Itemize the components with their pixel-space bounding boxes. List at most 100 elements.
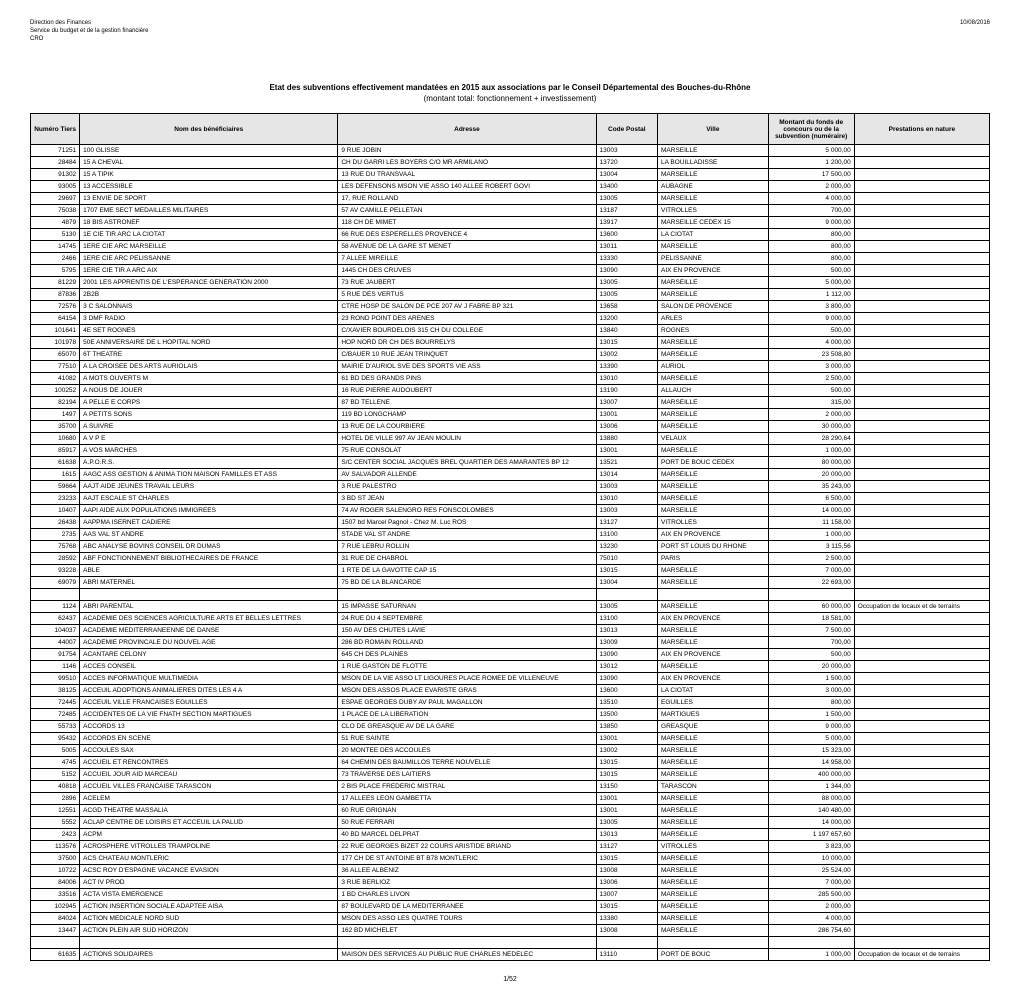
- table-cell: MSON DES ASSO LES QUATRE TOURS: [338, 913, 596, 925]
- table-cell: [854, 913, 989, 925]
- table-cell: [854, 529, 989, 541]
- table-cell: 75 RUE CONSOLAT: [338, 445, 596, 457]
- table-cell: AAS VAL ST ANDRE: [80, 529, 338, 541]
- table-cell: 13 RUE DU TRANSVAAL: [338, 169, 596, 181]
- table-cell: PORT DE BOUC: [658, 949, 769, 961]
- table-cell: 36 ALLEE ALBENIZ: [338, 865, 596, 877]
- table-cell: 77510: [31, 361, 80, 373]
- table-cell: 87 BOULEVARD DE LA MEDITERRANEE: [338, 901, 596, 913]
- table-cell: EGUILLES: [658, 697, 769, 709]
- table-cell: [854, 517, 989, 529]
- table-cell: ABC ANALYSE BOVINS CONSEIL DR DUMAS: [80, 541, 338, 553]
- table-cell: 38125: [31, 685, 80, 697]
- table-cell: ACCES INFORMATIQUE MULTIMEDIA: [80, 673, 338, 685]
- table-cell: 50 RUE FERRARI: [338, 817, 596, 829]
- table-cell: ACCES CONSEIL: [80, 661, 338, 673]
- table-cell: [80, 589, 338, 601]
- table-cell: TARASCON: [658, 781, 769, 793]
- table-row: 113576ACROSPHERE VITROLLES TRAMPOLINE22 …: [31, 841, 990, 853]
- table-cell: 15 IMPASSE SATURNAN: [338, 601, 596, 613]
- table-cell: MARSEILLE: [658, 745, 769, 757]
- table-cell: 13600: [596, 685, 657, 697]
- table-cell: S/C CENTER SOCIAL JACQUES BREL QUARTIER …: [338, 457, 596, 469]
- table-cell: ACPM: [80, 829, 338, 841]
- table-cell: 140 480,00: [768, 805, 854, 817]
- table-row: 725763 C SALONNAISCTRE HOSP DE SALON DE …: [31, 301, 990, 313]
- table-cell: 14745: [31, 241, 80, 253]
- table-cell: 69079: [31, 577, 80, 589]
- table-cell: 177 CH DE ST ANTOINE BT B78 MONTLERIC: [338, 853, 596, 865]
- table-header-row: Numéro Tiers Nom des bénéficiaires Adres…: [31, 114, 990, 145]
- table-row: 2969713 ENVIE DE SPORT17, RUE ROLLAND130…: [31, 193, 990, 205]
- table-cell: 25 524,00: [768, 865, 854, 877]
- table-cell: 2 500,00: [768, 553, 854, 565]
- table-cell: [854, 469, 989, 481]
- table-cell: 13008: [596, 865, 657, 877]
- table-cell: 65070: [31, 349, 80, 361]
- table-cell: ACCOULES SAX: [80, 745, 338, 757]
- page-number: 1/52: [30, 976, 990, 983]
- table-cell: 700,00: [768, 637, 854, 649]
- table-cell: 85917: [31, 445, 80, 457]
- table-row: 82194A PELLE E CORPS87 BD TELLENE13007MA…: [31, 397, 990, 409]
- table-cell: 58 AVENUE DE LA GARE ST MENET: [338, 241, 596, 253]
- table-cell: A MOTS OUVERTS M: [80, 373, 338, 385]
- table-cell: MARSEILLE: [658, 901, 769, 913]
- table-cell: 118 CH DE MIMET: [338, 217, 596, 229]
- table-cell: 13004: [596, 169, 657, 181]
- table-cell: 13 ENVIE DE SPORT: [80, 193, 338, 205]
- table-cell: [854, 169, 989, 181]
- table-row: 5005ACCOULES SAX20 MONTEE DES ACCOULES13…: [31, 745, 990, 757]
- table-cell: ACLAP CENTRE DE LOISIRS ET ACCEUIL LA PA…: [80, 817, 338, 829]
- table-cell: ACTION PLEIN AIR SUD HORIZON: [80, 925, 338, 937]
- table-cell: 22 RUE GEORGES BIZET 22 COURS ARISTIDE B…: [338, 841, 596, 853]
- table-row: 147451ERE CIE ARC MARSEILLE58 AVENUE DE …: [31, 241, 990, 253]
- table-row: 33516ACTA VISTA EMERGENCE1 BD CHARLES LI…: [31, 889, 990, 901]
- table-cell: ACTION MEDICALE NORD SUD: [80, 913, 338, 925]
- table-cell: 104037: [31, 625, 80, 637]
- table-cell: 13013: [596, 625, 657, 637]
- table-cell: 74 AV ROGER SALENGRO RES FONSCOLOMBES: [338, 505, 596, 517]
- table-cell: PORT ST LOUIS DU RHONE: [658, 541, 769, 553]
- table-cell: AIX EN PROVENCE: [658, 529, 769, 541]
- table-row: 2423ACPM40 BD MARCEL DELPRAT13013MARSEIL…: [31, 829, 990, 841]
- table-cell: ACANTARE CELONY: [80, 649, 338, 661]
- table-cell: MARSEILLE: [658, 169, 769, 181]
- table-cell: [854, 361, 989, 373]
- table-cell: ACCORDS 13: [80, 721, 338, 733]
- table-cell: 13014: [596, 469, 657, 481]
- table-cell: [854, 889, 989, 901]
- table-cell: 1 000,00: [768, 949, 854, 961]
- table-cell: 700,00: [768, 205, 854, 217]
- table-cell: 13002: [596, 745, 657, 757]
- table-cell: [854, 697, 989, 709]
- table-cell: 1 344,00: [768, 781, 854, 793]
- table-row: 51301E CIE TIR ARC LA CIOTAT66 RUE DES E…: [31, 229, 990, 241]
- table-cell: 93228: [31, 565, 80, 577]
- table-cell: 15 A TIPIK: [80, 169, 338, 181]
- table-cell: 1 200,00: [768, 157, 854, 169]
- table-cell: [80, 937, 338, 949]
- table-cell: 13015: [596, 853, 657, 865]
- table-row: 24661ERE CIE ARC PELISSANNE7 ALLEE MIREI…: [31, 253, 990, 265]
- header-line1: Direction des Finances: [30, 20, 148, 28]
- table-cell: A V P E: [80, 433, 338, 445]
- table-cell: 75038: [31, 205, 80, 217]
- table-cell: VITROLLES: [658, 517, 769, 529]
- table-cell: A LA CROISEE DES ARTS AURIOLAIS: [80, 361, 338, 373]
- table-cell: 13840: [596, 325, 657, 337]
- table-cell: 72445: [31, 697, 80, 709]
- col-header-tiers: Numéro Tiers: [31, 114, 80, 145]
- table-cell: [768, 937, 854, 949]
- table-cell: ACCEUIL ADOPTIONS ANIMALIERES DITES LES …: [80, 685, 338, 697]
- table-cell: ACGD THEATRE MASSALIA: [80, 805, 338, 817]
- table-cell: [854, 457, 989, 469]
- table-cell: MARSEILLE: [658, 349, 769, 361]
- table-row: 2735AAS VAL ST ANDRESTADE VAL ST ANDRE13…: [31, 529, 990, 541]
- table-cell: 20 000,00: [768, 469, 854, 481]
- table-cell: 10 000,00: [768, 853, 854, 865]
- table-cell: 75010: [596, 553, 657, 565]
- table-row: 28592ABF FONCTIONNEMENT BIBLIOTHECAIRES …: [31, 553, 990, 565]
- table-row: 100252A NOUS DE JOUER16 RUE PIERRE AUDOU…: [31, 385, 990, 397]
- table-cell: 82194: [31, 397, 80, 409]
